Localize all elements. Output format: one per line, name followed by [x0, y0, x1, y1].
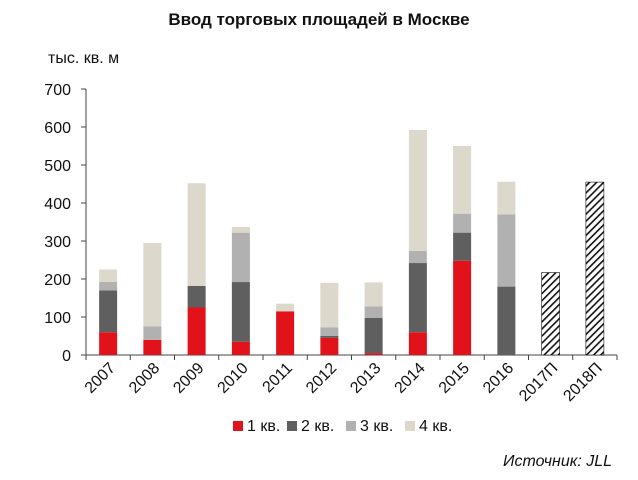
bar-segment-q2: [99, 290, 118, 333]
bar-segment-q4: [231, 226, 250, 233]
legend-label-q2: 2 кв.: [301, 418, 334, 435]
forecast-bar: [541, 272, 560, 356]
x-tick-label: 2009: [170, 360, 207, 397]
bar-segment-q3: [143, 326, 162, 340]
bar-segment-q1: [364, 353, 383, 355]
bar-segment-q4: [364, 282, 383, 307]
bar-segment-q3: [497, 214, 516, 287]
x-tick-label: 2015: [436, 360, 473, 397]
bar-segment-q4: [276, 303, 295, 312]
y-tick-label: 600: [44, 120, 71, 137]
legend-label-q4: 4 кв.: [419, 418, 452, 435]
y-tick-label: 200: [44, 272, 71, 289]
bar-segment-q2: [187, 285, 206, 308]
legend-swatch-q2: [287, 421, 297, 431]
bar-segment-q1: [231, 341, 250, 355]
x-tick-label: 2014: [392, 360, 429, 397]
bar-segment-q4: [453, 146, 472, 214]
bar-segment-q2: [408, 263, 427, 333]
bar-segment-q2: [453, 232, 472, 261]
x-tick-label: 2011: [260, 360, 296, 396]
bar-segment-q1: [453, 260, 472, 355]
y-tick-label: 0: [62, 348, 71, 365]
x-tick-label: 2012: [303, 360, 340, 397]
bar-segment-q1: [99, 332, 118, 355]
bar-segment-q3: [408, 250, 427, 264]
bar-segment-q1: [143, 339, 162, 355]
bar-segment-q1: [187, 307, 206, 355]
x-tick-label: 2007: [82, 360, 119, 397]
bar-segment-q4: [99, 269, 118, 283]
y-tick-label: 700: [44, 82, 71, 99]
bar-segment-q3: [453, 213, 472, 233]
legend-swatch-q3: [346, 421, 356, 431]
bar-segment-q2: [497, 286, 516, 355]
x-tick-label: 2018П: [560, 360, 605, 405]
bar-segment-q4: [143, 242, 162, 327]
x-tick-label: 2017П: [516, 360, 561, 405]
bar-segment-q2: [320, 336, 339, 338]
bar-segment-q3: [320, 327, 339, 336]
legend-label-q1: 1 кв.: [247, 418, 280, 435]
bar-segment-q2: [231, 282, 250, 342]
bar-segment-q1: [408, 332, 427, 355]
bar-segment-q1: [276, 311, 295, 355]
x-tick-label: 2013: [347, 360, 384, 397]
bar-segment-q3: [99, 282, 118, 291]
bar-segment-q4: [187, 183, 206, 286]
bar-segment-q4: [497, 181, 516, 215]
x-tick-label: 2016: [480, 360, 517, 397]
bar-segment-q4: [408, 130, 427, 251]
chart-title: Ввод торговых площадей в Москве: [168, 10, 470, 29]
y-tick-label: 400: [44, 196, 71, 213]
x-tick-label: 2010: [215, 360, 252, 397]
bar-segment-q3: [231, 232, 250, 283]
x-tick-label: 2008: [126, 360, 163, 397]
forecast-bar: [585, 181, 605, 356]
y-tick-label: 300: [44, 234, 71, 251]
bar-segment-q2: [364, 317, 383, 354]
legend-swatch-q4: [405, 421, 415, 431]
legend-swatch-q1: [233, 421, 243, 431]
y-axis-unit-label: тыс. кв. м: [48, 50, 120, 67]
bar-segment-q1: [320, 337, 339, 355]
legend-label-q3: 3 кв.: [360, 418, 393, 435]
y-tick-label: 500: [44, 158, 71, 175]
bar-segment-q3: [364, 306, 383, 318]
y-tick-label: 100: [44, 310, 71, 327]
bar-segment-q4: [320, 282, 339, 328]
source-note: Источник: JLL: [503, 453, 612, 470]
